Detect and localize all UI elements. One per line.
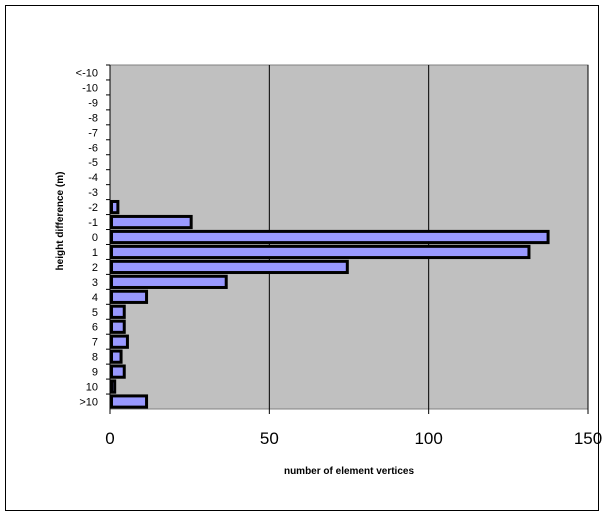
x-tick-label: 50 (260, 429, 279, 448)
y-tick-label: -5 (88, 157, 98, 169)
bar (110, 229, 550, 245)
y-tick-label: 10 (86, 382, 98, 394)
y-tick-label: -9 (88, 97, 98, 109)
bar (110, 289, 149, 304)
bar (110, 394, 149, 409)
y-tick-label: 6 (92, 322, 98, 334)
y-tick-label: -10 (82, 82, 98, 94)
x-tick-label: 0 (105, 429, 114, 448)
x-tick-label: 150 (574, 429, 602, 448)
y-tick-label: -3 (88, 187, 98, 199)
bar (110, 364, 126, 379)
y-tick-label: -8 (88, 112, 98, 124)
y-tick-label: -2 (88, 202, 98, 214)
bar (110, 304, 126, 319)
bar (110, 199, 120, 215)
bars (110, 199, 550, 409)
y-tick-label: 4 (92, 292, 98, 304)
y-tick-marks (106, 64, 110, 395)
y-tick-label: 9 (92, 367, 98, 379)
y-tick-label: 1 (92, 247, 98, 259)
y-tick-label: -7 (88, 127, 98, 139)
y-tick-label: 0 (92, 232, 98, 244)
x-tick-label: 100 (414, 429, 442, 448)
y-tick-label: -4 (88, 172, 98, 184)
bar (110, 379, 117, 394)
bar (110, 274, 228, 289)
y-tick-label: 7 (92, 337, 98, 349)
bar (110, 334, 129, 349)
bar (110, 349, 123, 364)
y-tick-label: 8 (92, 352, 98, 364)
y-tick-label: 3 (92, 277, 98, 289)
x-axis-title: number of element vertices (284, 466, 414, 477)
y-tick-label: 5 (92, 307, 98, 319)
y-tick-label: <-10 (76, 67, 98, 79)
bar (110, 259, 349, 275)
x-tick-labels: 0 50 100 150 (105, 429, 602, 448)
y-tick-label: 2 (92, 262, 98, 274)
y-tick-label: >10 (79, 397, 98, 409)
y-tick-label: -1 (88, 217, 98, 229)
bar (110, 214, 193, 230)
bar (110, 319, 126, 334)
bar (110, 244, 531, 260)
y-axis-title: height difference (m) (55, 172, 66, 271)
y-tick-label: -6 (88, 142, 98, 154)
